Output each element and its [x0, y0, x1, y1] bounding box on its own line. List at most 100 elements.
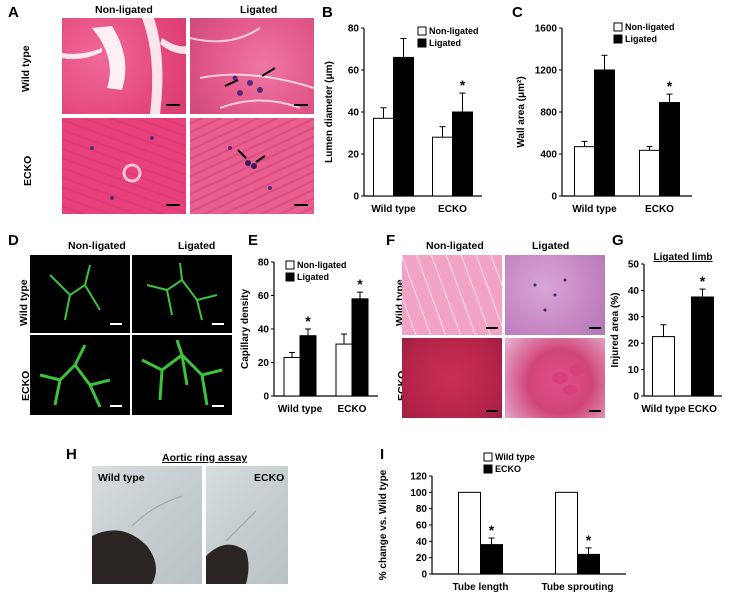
chart-e-bar — [351, 298, 369, 397]
histology-image-f-ecko-ligated — [505, 338, 605, 418]
chart-g-y-tick-label: 40 — [628, 286, 640, 297]
chart-i-y-tick-label: 20 — [416, 553, 428, 564]
chart-b-legend-swatch — [417, 38, 427, 48]
panel-a-row-wildtype: Wild type — [20, 45, 32, 92]
fluorescence-image-d-wt-nonligated — [30, 255, 130, 333]
fluorescence-image-d-ecko-ligated — [132, 335, 232, 415]
histology-image-a-wt-ligated — [190, 18, 314, 114]
chart-g-bar — [691, 296, 714, 397]
chart-panel-b: 0 20 40 60 80 Lumen diameter (μm) Non-ligated L… — [324, 24, 482, 215]
chart-b-y-axis-label: Lumen diameter (μm) — [324, 61, 335, 163]
chart-e-legend-swatch — [285, 272, 295, 282]
chart-e-y-axis-label: Capillary density — [240, 289, 251, 369]
panel-a-row-ecko: ECKO — [22, 155, 34, 186]
chart-i-legend-swatch — [483, 452, 493, 462]
panel-a-col-nonligated: Non-ligated — [95, 4, 153, 16]
chart-g-y-tick-label: 50 — [628, 260, 640, 271]
chart-g-y-axis-label: Injured area (%) — [610, 292, 621, 367]
chart-g-y-tick-label: 0 — [633, 392, 639, 403]
chart-i-y-tick-label: 80 — [416, 504, 428, 515]
chart-b-bar — [452, 111, 473, 197]
chart-b-bar — [373, 117, 394, 197]
chart-g-x-tick-label: Wild type — [641, 404, 686, 415]
chart-i-y-tick-label: 40 — [416, 537, 428, 548]
aortic-ring-image-wildtype — [92, 466, 202, 584]
chart-c-legend-swatch — [613, 22, 623, 32]
chart-e-x-tick-label: ECKO — [338, 404, 367, 415]
chart-b-x-tick-label: ECKO — [438, 204, 467, 215]
chart-i-significance-mark: * — [489, 522, 495, 538]
chart-i-legend-swatch — [483, 464, 493, 474]
histology-image-f-wt-ligated — [505, 255, 605, 335]
panel-h-label-ecko: ECKO — [254, 472, 285, 484]
chart-c-y-tick-label: 400 — [540, 150, 557, 161]
chart-b-x-tick-label: Wild type — [371, 204, 416, 215]
chart-g-x-tick-label: ECKO — [688, 404, 717, 415]
chart-i-bar — [480, 544, 503, 575]
chart-e-bar — [299, 335, 317, 397]
panel-letter-b: B — [322, 4, 333, 21]
panel-letter-c: C — [512, 4, 523, 21]
chart-c-y-axis-label: Wall area (μm²) — [516, 76, 527, 147]
chart-c-bar — [659, 102, 680, 197]
chart-i-bar — [577, 553, 600, 575]
chart-c-legend-label: Ligated — [625, 34, 657, 44]
histology-image-a-wt-nonligated — [62, 18, 186, 114]
chart-b-y-tick-label: 20 — [348, 150, 360, 161]
chart-c-significance-mark: * — [667, 78, 673, 94]
chart-e-bar — [335, 343, 353, 397]
chart-i-y-tick-label: 0 — [421, 570, 427, 581]
histology-image-f-ecko-nonligated — [402, 338, 502, 418]
chart-g-bar — [652, 336, 675, 397]
chart-panel-c: 0 400 800 1200 1600 Wall area (μm²) Non-ligate… — [516, 22, 692, 215]
histology-image-f-wt-nonligated — [402, 255, 502, 335]
panel-letter-d: D — [8, 232, 19, 249]
chart-e-legend-label: Non-ligated — [297, 260, 347, 270]
chart-panel-g: 0 10 20 30 40 50 Injured area (%) Ligated limb W… — [610, 252, 722, 415]
chart-b-legend-swatch — [417, 26, 427, 36]
chart-panel-i: 0 20 40 60 80 100 120 % change vs. Wild type Wil… — [378, 452, 626, 593]
panel-f-col-nonligated: Non-ligated — [426, 240, 484, 252]
chart-c-x-tick-label: ECKO — [645, 204, 674, 215]
chart-c-bar — [594, 69, 615, 197]
chart-e-legend-label: Ligated — [297, 272, 329, 282]
chart-c-bar — [574, 146, 595, 197]
panel-letter-f: F — [386, 232, 396, 249]
chart-e-y-tick-label: 80 — [258, 258, 270, 269]
panel-f-col-ligated: Ligated — [532, 240, 570, 252]
chart-b-bar — [393, 56, 414, 197]
chart-i-y-tick-label: 60 — [416, 521, 428, 532]
chart-b-y-tick-label: 0 — [353, 192, 359, 203]
chart-g-significance-mark: * — [700, 273, 706, 289]
chart-e-significance-mark: * — [305, 313, 311, 329]
chart-e-bar — [283, 356, 301, 397]
chart-c-y-tick-label: 1200 — [535, 66, 558, 77]
chart-i-x-tick-label: Tube sprouting — [541, 582, 613, 593]
fluorescence-image-d-wt-ligated — [132, 255, 232, 333]
chart-i-x-tick-label: Tube length — [453, 582, 509, 593]
chart-i-legend-label: Wild type — [495, 452, 535, 462]
chart-c-y-tick-label: 800 — [540, 108, 557, 119]
chart-c-x-tick-label: Wild type — [572, 204, 617, 215]
chart-panel-e: 0 20 40 60 80 Capillary density Non-ligated Lig… — [240, 258, 378, 415]
panel-d-col-nonligated: Non-ligated — [68, 240, 126, 252]
chart-c-y-tick-label: 1600 — [535, 24, 558, 35]
chart-e-y-tick-label: 40 — [258, 325, 270, 336]
fluorescence-image-d-ecko-nonligated — [30, 335, 130, 415]
panel-letter-e: E — [248, 232, 259, 249]
chart-b-legend-label: Ligated — [429, 38, 461, 48]
panel-d-col-ligated: Ligated — [178, 240, 216, 252]
chart-b-significance-mark: * — [460, 77, 466, 93]
chart-b-y-tick-label: 40 — [348, 108, 360, 119]
chart-b-bar — [432, 136, 453, 197]
chart-c-legend-swatch — [613, 34, 623, 44]
chart-i-y-tick-label: 100 — [410, 488, 427, 499]
aortic-ring-image-ecko — [206, 466, 288, 584]
chart-c-bar — [639, 149, 660, 197]
chart-i-y-tick-label: 120 — [410, 472, 427, 483]
panel-h-label-wildtype: Wild type — [98, 472, 145, 484]
chart-g-y-tick-label: 30 — [628, 312, 640, 323]
chart-i-bar — [458, 491, 481, 575]
histology-image-a-ecko-nonligated — [62, 118, 186, 214]
chart-e-significance-mark: * — [357, 276, 363, 292]
